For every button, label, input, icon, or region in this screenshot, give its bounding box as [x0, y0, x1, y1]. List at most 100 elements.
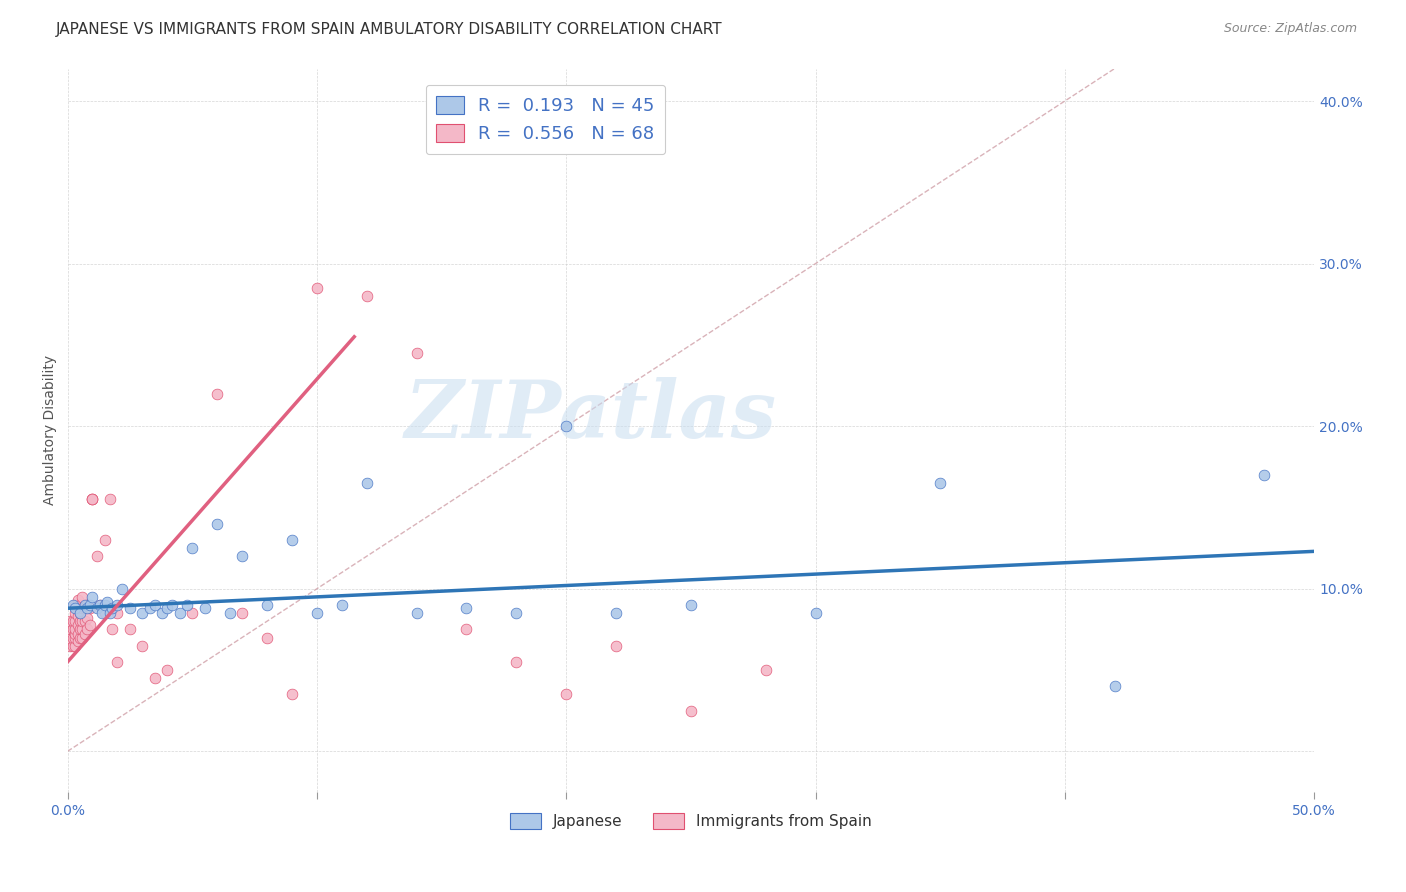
- Point: [405, 346, 427, 360]
- Point: [231, 606, 253, 620]
- Point: [89, 598, 111, 612]
- Point: [118, 623, 141, 637]
- Point: [63, 627, 86, 641]
- Point: [66, 609, 89, 624]
- Point: [405, 606, 427, 620]
- Point: [86, 601, 108, 615]
- Point: [605, 606, 627, 620]
- Point: [59, 623, 82, 637]
- Point: [181, 541, 204, 555]
- Point: [256, 598, 278, 612]
- Point: [66, 617, 89, 632]
- Point: [69, 631, 91, 645]
- Point: [305, 281, 328, 295]
- Point: [505, 655, 527, 669]
- Point: [62, 631, 84, 645]
- Point: [755, 663, 778, 677]
- Text: JAPANESE VS IMMIGRANTS FROM SPAIN AMBULATORY DISABILITY CORRELATION CHART: JAPANESE VS IMMIGRANTS FROM SPAIN AMBULA…: [56, 22, 723, 37]
- Point: [231, 549, 253, 564]
- Point: [605, 639, 627, 653]
- Point: [66, 627, 89, 641]
- Point: [555, 419, 578, 434]
- Point: [139, 601, 162, 615]
- Point: [156, 601, 179, 615]
- Text: ZIPatlas: ZIPatlas: [405, 377, 778, 455]
- Point: [305, 606, 328, 620]
- Point: [162, 598, 184, 612]
- Point: [63, 598, 86, 612]
- Point: [679, 598, 702, 612]
- Point: [330, 598, 353, 612]
- Point: [69, 606, 91, 620]
- Point: [62, 623, 84, 637]
- Point: [79, 598, 101, 612]
- Text: Source: ZipAtlas.com: Source: ZipAtlas.com: [1223, 22, 1357, 36]
- Point: [1104, 679, 1126, 693]
- Point: [82, 590, 104, 604]
- Point: [76, 598, 98, 612]
- Point: [73, 614, 96, 628]
- Point: [63, 639, 86, 653]
- Point: [194, 601, 217, 615]
- Point: [101, 601, 124, 615]
- Point: [63, 623, 86, 637]
- Point: [118, 601, 141, 615]
- Point: [59, 639, 82, 653]
- Point: [156, 663, 179, 677]
- Point: [89, 598, 111, 612]
- Legend: Japanese, Immigrants from Spain: Japanese, Immigrants from Spain: [503, 806, 877, 835]
- Point: [98, 492, 121, 507]
- Point: [69, 598, 91, 612]
- Point: [94, 598, 117, 612]
- Point: [63, 631, 86, 645]
- Point: [72, 601, 94, 615]
- Point: [143, 671, 166, 685]
- Point: [69, 623, 91, 637]
- Point: [72, 614, 94, 628]
- Point: [105, 598, 128, 612]
- Point: [63, 614, 86, 628]
- Point: [62, 639, 84, 653]
- Point: [101, 623, 124, 637]
- Point: [1253, 467, 1275, 482]
- Point: [143, 598, 166, 612]
- Point: [356, 289, 378, 303]
- Point: [59, 614, 82, 628]
- Point: [63, 606, 86, 620]
- Point: [205, 386, 228, 401]
- Point: [111, 582, 134, 596]
- Point: [505, 606, 527, 620]
- Point: [456, 601, 478, 615]
- Point: [73, 601, 96, 615]
- Point: [82, 492, 104, 507]
- Point: [62, 598, 84, 612]
- Point: [929, 476, 952, 491]
- Point: [218, 606, 240, 620]
- Point: [169, 606, 191, 620]
- Point: [804, 606, 827, 620]
- Point: [281, 533, 304, 547]
- Point: [105, 655, 128, 669]
- Point: [555, 687, 578, 701]
- Point: [94, 606, 117, 620]
- Point: [98, 606, 121, 620]
- Point: [76, 611, 98, 625]
- Point: [79, 617, 101, 632]
- Point: [131, 639, 153, 653]
- Point: [82, 492, 104, 507]
- Point: [181, 606, 204, 620]
- Point: [63, 601, 86, 615]
- Point: [79, 601, 101, 615]
- Point: [131, 606, 153, 620]
- Point: [62, 614, 84, 628]
- Point: [76, 601, 98, 615]
- Point: [66, 633, 89, 648]
- Point: [76, 623, 98, 637]
- Point: [150, 606, 173, 620]
- Point: [69, 606, 91, 620]
- Point: [82, 492, 104, 507]
- Point: [73, 598, 96, 612]
- Point: [72, 623, 94, 637]
- Point: [205, 516, 228, 531]
- Point: [86, 549, 108, 564]
